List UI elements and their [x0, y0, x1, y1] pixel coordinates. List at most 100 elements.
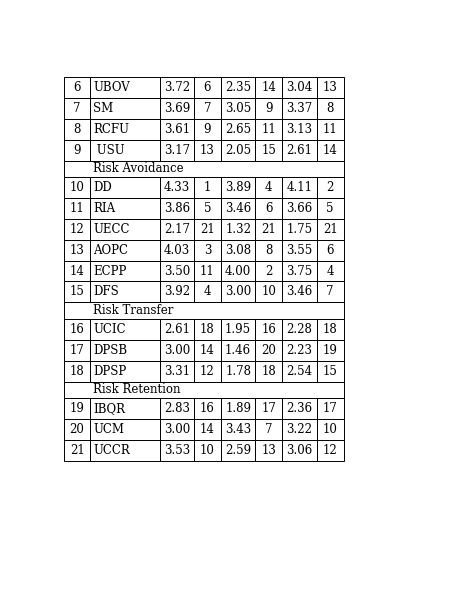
Bar	[255, 119, 282, 139]
Text: 3.55: 3.55	[286, 244, 313, 257]
Text: Risk Avoidance: Risk Avoidance	[93, 162, 183, 175]
Text: 17: 17	[323, 402, 337, 415]
Text: 1.89: 1.89	[225, 402, 251, 415]
Text: 14: 14	[323, 144, 337, 157]
Bar	[317, 98, 344, 119]
Text: UCIC: UCIC	[93, 323, 126, 336]
Text: 2.65: 2.65	[225, 123, 251, 136]
Bar	[91, 198, 160, 219]
Text: 10: 10	[70, 181, 84, 194]
Text: Risk Retention: Risk Retention	[93, 383, 180, 396]
Text: 15: 15	[323, 365, 337, 378]
Text: 3.69: 3.69	[164, 102, 190, 115]
Bar	[221, 319, 255, 340]
Text: 15: 15	[70, 285, 84, 299]
Bar	[221, 177, 255, 198]
Text: 1.32: 1.32	[225, 223, 251, 236]
Bar	[160, 361, 194, 381]
Bar	[64, 139, 91, 160]
Bar	[255, 260, 282, 281]
Bar	[64, 98, 91, 119]
Text: UBOV: UBOV	[93, 81, 130, 94]
Bar	[194, 119, 221, 139]
Text: 11: 11	[70, 202, 84, 215]
Bar	[282, 260, 317, 281]
Bar	[282, 198, 317, 219]
Bar	[221, 419, 255, 440]
Text: AOPC: AOPC	[93, 244, 128, 257]
Text: UCCR: UCCR	[93, 444, 130, 457]
Bar	[64, 398, 91, 419]
Bar	[91, 260, 160, 281]
Text: 3.61: 3.61	[164, 123, 190, 136]
Text: 3.86: 3.86	[164, 202, 190, 215]
Text: 2.54: 2.54	[286, 365, 312, 378]
Bar	[91, 361, 160, 381]
Bar	[160, 98, 194, 119]
Bar	[221, 240, 255, 260]
Text: 13: 13	[200, 144, 215, 157]
Text: 3.00: 3.00	[225, 285, 251, 299]
Bar	[91, 398, 160, 419]
Text: 2.59: 2.59	[225, 444, 251, 457]
Bar	[64, 160, 344, 177]
Text: 9: 9	[73, 144, 81, 157]
Text: 3.06: 3.06	[286, 444, 313, 457]
Bar	[282, 398, 317, 419]
Text: 11: 11	[323, 123, 337, 136]
Bar	[64, 219, 91, 240]
Text: 3.00: 3.00	[164, 423, 190, 436]
Bar	[91, 77, 160, 98]
Bar	[64, 77, 91, 98]
Bar	[64, 240, 91, 260]
Text: 6: 6	[327, 244, 334, 257]
Bar	[91, 139, 160, 160]
Bar	[221, 119, 255, 139]
Bar	[255, 281, 282, 302]
Text: 18: 18	[262, 365, 276, 378]
Text: 4.00: 4.00	[225, 265, 251, 278]
Text: 21: 21	[70, 444, 84, 457]
Text: DD: DD	[93, 181, 112, 194]
Text: 3.22: 3.22	[286, 423, 312, 436]
Bar	[194, 219, 221, 240]
Text: 14: 14	[261, 81, 276, 94]
Text: 6: 6	[204, 81, 211, 94]
Text: 3.04: 3.04	[286, 81, 313, 94]
Bar	[221, 398, 255, 419]
Bar	[282, 240, 317, 260]
Bar	[282, 139, 317, 160]
Text: 2.23: 2.23	[286, 344, 312, 356]
Bar	[221, 198, 255, 219]
Bar	[255, 398, 282, 419]
Bar	[160, 177, 194, 198]
Text: 2.61: 2.61	[286, 144, 312, 157]
Bar	[317, 119, 344, 139]
Bar	[160, 139, 194, 160]
Bar	[64, 361, 91, 381]
Bar	[255, 98, 282, 119]
Text: 7: 7	[73, 102, 81, 115]
Bar	[91, 281, 160, 302]
Bar	[91, 98, 160, 119]
Text: 1: 1	[204, 181, 211, 194]
Text: IBQR: IBQR	[93, 402, 126, 415]
Text: 3.43: 3.43	[225, 423, 251, 436]
Text: 6: 6	[265, 202, 273, 215]
Bar	[317, 419, 344, 440]
Bar	[91, 319, 160, 340]
Text: 14: 14	[200, 423, 215, 436]
Text: 3.17: 3.17	[164, 144, 190, 157]
Text: 21: 21	[262, 223, 276, 236]
Bar	[282, 119, 317, 139]
Text: 3.50: 3.50	[164, 265, 190, 278]
Bar	[317, 260, 344, 281]
Bar	[255, 440, 282, 461]
Text: 3.46: 3.46	[225, 202, 251, 215]
Text: 18: 18	[323, 323, 337, 336]
Text: 13: 13	[323, 81, 337, 94]
Text: 3: 3	[204, 244, 211, 257]
Text: 21: 21	[200, 223, 215, 236]
Bar	[317, 198, 344, 219]
Text: 14: 14	[70, 265, 84, 278]
